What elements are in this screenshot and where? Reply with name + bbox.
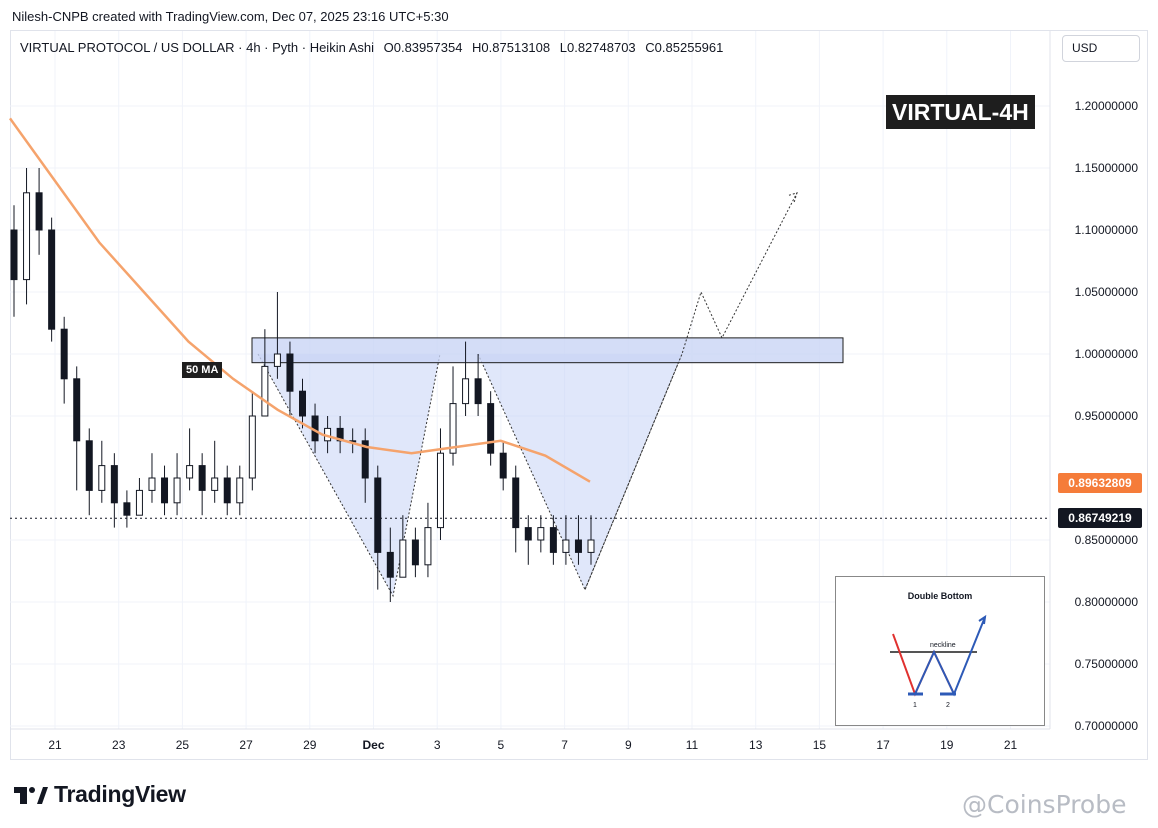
candle-down xyxy=(474,378,482,405)
y-tick-label: 0.80000000 xyxy=(1075,595,1139,609)
bottom-2-label: 2 xyxy=(946,702,950,709)
candle-down xyxy=(499,452,507,479)
author-line: Nilesh-CNPB created with TradingView.com… xyxy=(12,9,449,24)
ma-price-label: 0.89632809 xyxy=(1058,472,1142,493)
candle-down xyxy=(386,551,394,578)
y-tick-label: 0.70000000 xyxy=(1075,719,1139,733)
resistance-zone xyxy=(251,337,844,364)
tradingview-logo-icon xyxy=(14,786,48,804)
x-tick-label: 19 xyxy=(940,738,954,752)
ma-label: 50 MA xyxy=(182,362,223,378)
candle-up xyxy=(273,353,281,367)
candle-down xyxy=(361,440,369,479)
candle-down xyxy=(411,539,419,566)
last-price-label: 0.86749219 xyxy=(1058,508,1142,529)
candle-down xyxy=(10,229,18,281)
bottom-1-label: 1 xyxy=(913,702,917,709)
candle-down xyxy=(549,527,557,553)
y-tick-label: 1.20000000 xyxy=(1075,99,1139,113)
inset-title: Double Bottom xyxy=(907,591,973,601)
candle-down xyxy=(48,229,56,330)
candle-up xyxy=(186,465,194,479)
candle-up xyxy=(98,465,106,491)
candle-up xyxy=(562,539,570,553)
candle-down xyxy=(60,328,68,380)
candle-up xyxy=(537,527,545,541)
candle-down xyxy=(198,465,206,491)
candle-up xyxy=(399,539,407,578)
legend-low: L0.82748703 xyxy=(559,40,636,55)
candle-up xyxy=(587,539,595,553)
brand-name: TradingView xyxy=(54,781,186,807)
candle-down xyxy=(110,465,118,504)
y-tick-label: 1.05000000 xyxy=(1075,285,1139,299)
candle-down xyxy=(73,378,81,442)
candle-up xyxy=(211,477,219,491)
legend-close: C0.85255961 xyxy=(645,40,724,55)
y-tick-label: 1.10000000 xyxy=(1075,223,1139,237)
candle-down xyxy=(374,477,382,553)
candle-down xyxy=(85,440,93,491)
watermark: @CoinsProbe xyxy=(962,790,1127,819)
candle-up xyxy=(248,415,256,479)
x-tick-label: 9 xyxy=(625,738,632,752)
x-tick-label: Dec xyxy=(362,738,384,752)
y-tick-label: 1.15000000 xyxy=(1075,161,1139,175)
double-bottom-diagram: neckline 1 2 xyxy=(890,614,987,709)
x-tick-label: 13 xyxy=(749,738,763,752)
tradingview-brand[interactable]: TradingView xyxy=(14,781,186,808)
ma-line xyxy=(8,117,591,483)
candle-down xyxy=(161,477,169,504)
y-tick-label: 1.00000000 xyxy=(1075,347,1139,361)
candle-down xyxy=(487,403,495,454)
candle-down xyxy=(524,527,532,541)
neckline-label: neckline xyxy=(930,642,956,649)
bottom-2-area xyxy=(478,354,682,590)
candle-down xyxy=(123,502,131,516)
candle-down xyxy=(512,477,520,529)
candle-up xyxy=(135,489,143,516)
legend-high: H0.87513108 xyxy=(472,40,551,55)
candle-down xyxy=(286,353,294,392)
candle-up xyxy=(261,365,269,417)
y-tick-label: 0.75000000 xyxy=(1075,657,1139,671)
y-tick-label: 0.95000000 xyxy=(1075,409,1139,423)
x-tick-label: 5 xyxy=(498,738,505,752)
projection-path xyxy=(584,192,798,590)
x-tick-label: 11 xyxy=(686,738,699,752)
y-tick-label: 0.85000000 xyxy=(1075,533,1139,547)
x-tick-label: 25 xyxy=(176,738,190,752)
projection-arrowhead xyxy=(788,192,798,203)
candle-down xyxy=(574,539,582,553)
candle-up xyxy=(436,452,444,529)
x-tick-label: 21 xyxy=(48,738,62,752)
x-tick-label: 3 xyxy=(434,738,441,752)
currency-button[interactable]: USD xyxy=(1062,35,1140,62)
candle-up xyxy=(23,192,31,281)
double-bottom-inset: Double Bottom neckline 1 2 xyxy=(835,576,1045,726)
bottom-1-outline xyxy=(257,353,441,598)
candle-up xyxy=(424,527,432,566)
x-tick-label: 23 xyxy=(112,738,126,752)
x-tick-label: 7 xyxy=(561,738,568,752)
candle-up xyxy=(173,477,181,504)
chart-frame xyxy=(10,30,1148,760)
candle-up xyxy=(462,378,470,405)
x-tick-label: 21 xyxy=(1004,738,1018,752)
x-tick-label: 29 xyxy=(303,738,317,752)
ticker-label: VIRTUAL-4H xyxy=(886,95,1035,129)
candle-down xyxy=(299,390,306,417)
candle-up xyxy=(449,403,457,454)
legend-symbol: VIRTUAL PROTOCOL / US DOLLAR · 4h · Pyth… xyxy=(20,40,374,55)
legend-open: O0.83957354 xyxy=(383,40,463,55)
x-tick-label: 27 xyxy=(239,738,253,752)
symbol-legend[interactable]: VIRTUAL PROTOCOL / US DOLLAR · 4h · Pyth… xyxy=(20,40,723,55)
candle-up xyxy=(236,477,244,504)
x-tick-label: 15 xyxy=(813,738,827,752)
candle-up xyxy=(148,477,156,491)
candle-down xyxy=(35,192,43,231)
candle-down xyxy=(223,477,231,504)
x-tick-label: 17 xyxy=(876,738,890,752)
